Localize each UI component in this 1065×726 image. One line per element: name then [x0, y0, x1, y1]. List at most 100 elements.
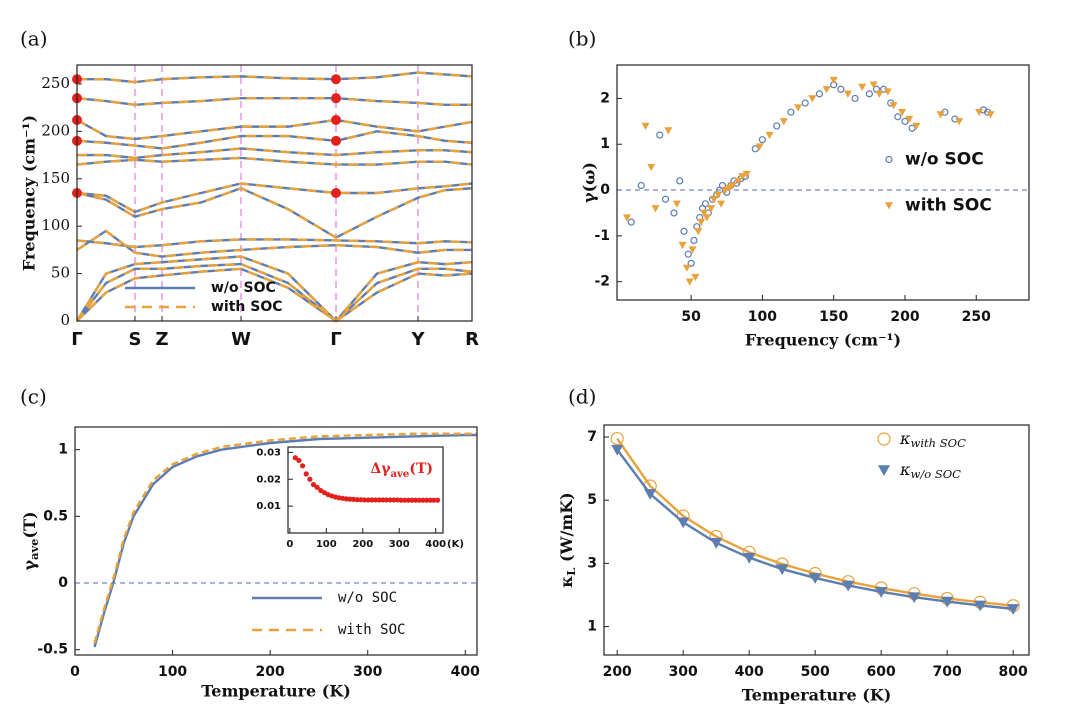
- y-tick-label: 100: [41, 216, 70, 234]
- marker: [416, 497, 422, 503]
- marker: [941, 596, 954, 608]
- plot-background: [288, 447, 443, 533]
- y-tick-label: 1: [587, 619, 597, 635]
- panel: 50 100 150 200 250 -2 -1 0 1 2 w/o SOC with SOC (b) F…: [568, 27, 1030, 350]
- marker: [809, 573, 822, 584]
- marker: [427, 497, 433, 503]
- marker: [758, 136, 767, 144]
- y-tick-label: 5: [587, 492, 597, 508]
- marker: [773, 122, 781, 130]
- marker: [801, 99, 809, 107]
- panel: 0 100 200 300 400 0.01 0.02 0.03 Δγave(T) (K): [256, 446, 464, 550]
- x-tick-label: Z: [155, 329, 168, 350]
- marker: [682, 264, 691, 272]
- x-tick-label: R: [465, 329, 479, 350]
- marker: [434, 497, 441, 503]
- x-tick-label: Γ: [71, 329, 82, 350]
- legend-label: with SOC: [905, 196, 992, 216]
- marker: [717, 200, 726, 208]
- marker: [372, 497, 379, 503]
- x-tick-label: 600: [867, 664, 896, 680]
- panel: Γ S Z W Γ Y R 0 50 100 150 200 250 w/o SOC with SOC (a)…: [20, 27, 480, 351]
- x-tick-label: 200: [256, 664, 285, 680]
- plot-background: [617, 65, 1029, 300]
- band-line: [77, 147, 473, 160]
- gamma-point: [331, 93, 341, 104]
- marker: [707, 205, 716, 213]
- marker: [776, 564, 789, 576]
- marker: [728, 182, 737, 190]
- marker: [889, 102, 898, 110]
- marker: [292, 455, 298, 461]
- x-tick-label: 300: [353, 664, 382, 680]
- band-line: [75, 255, 473, 323]
- marker: [936, 111, 945, 119]
- marker: [912, 122, 921, 130]
- marker: [869, 81, 878, 89]
- panel-label: (a): [20, 27, 48, 51]
- x-axis-label: Frequency (cm⁻¹): [745, 331, 901, 350]
- marker: [431, 497, 437, 503]
- marker: [413, 497, 419, 503]
- marker: [755, 143, 764, 151]
- band-line: [76, 229, 472, 258]
- marker: [975, 108, 984, 117]
- x-tick-label: 400: [735, 664, 764, 680]
- marker: [391, 497, 397, 503]
- marker: [314, 484, 320, 490]
- marker: [676, 177, 684, 185]
- y-tick-label: 0: [60, 311, 70, 329]
- x-tick-label: 400: [425, 539, 446, 550]
- x-tick-label: 0: [286, 539, 293, 550]
- marker: [908, 592, 921, 604]
- x-tick-label: Y: [410, 329, 425, 350]
- marker: [402, 497, 408, 503]
- y-tick-label: 1: [600, 136, 610, 152]
- gamma-point: [331, 135, 341, 146]
- x-tick-label: 200: [890, 309, 919, 325]
- band-line: [76, 130, 473, 150]
- series-line: [93, 432, 477, 644]
- x-tick-label: 100: [158, 664, 187, 680]
- y-tick-label: 0: [600, 182, 610, 198]
- y-tick-label: 0.02: [256, 474, 281, 485]
- band-line: [76, 118, 473, 141]
- marker: [687, 259, 695, 267]
- y-tick-label: 2: [600, 90, 610, 106]
- marker: [714, 191, 723, 199]
- y-tick-label: 0.03: [256, 447, 281, 458]
- marker: [641, 122, 650, 130]
- marker: [794, 104, 803, 112]
- x-tick-label: 400: [451, 664, 480, 680]
- y-axis-label: γave(T): [20, 511, 42, 570]
- marker: [901, 117, 909, 125]
- y-axis-label: γ(ω): [580, 162, 599, 203]
- x-tick-label: 50: [681, 309, 701, 325]
- marker: [677, 517, 690, 529]
- y-tick-label: 150: [41, 169, 70, 187]
- marker: [656, 131, 664, 139]
- marker: [420, 497, 426, 503]
- marker: [837, 85, 845, 93]
- marker: [680, 227, 688, 235]
- x-tick-label: 150: [819, 309, 848, 325]
- marker: [842, 580, 855, 592]
- legend-label: κw/o SOC: [899, 460, 961, 482]
- x-axis-label: Temperature (K): [201, 682, 351, 701]
- plot-frame: [287, 446, 444, 534]
- panel-label: (b): [568, 27, 596, 51]
- band-line: [76, 186, 473, 239]
- marker: [365, 497, 371, 503]
- panel: 200 300 400 500 600 700 800 1 3 5 7 κwith SOC κw/o S…: [557, 385, 1030, 705]
- marker: [380, 497, 386, 503]
- marker: [670, 209, 678, 217]
- band-line: [76, 96, 472, 107]
- marker: [299, 463, 306, 469]
- x-tick-label: 700: [933, 664, 962, 680]
- x-tick-label: 300: [389, 539, 410, 550]
- marker: [908, 124, 916, 132]
- x-tick-label: 200: [352, 539, 373, 550]
- marker: [622, 214, 631, 222]
- y-tick-label: 200: [41, 121, 70, 139]
